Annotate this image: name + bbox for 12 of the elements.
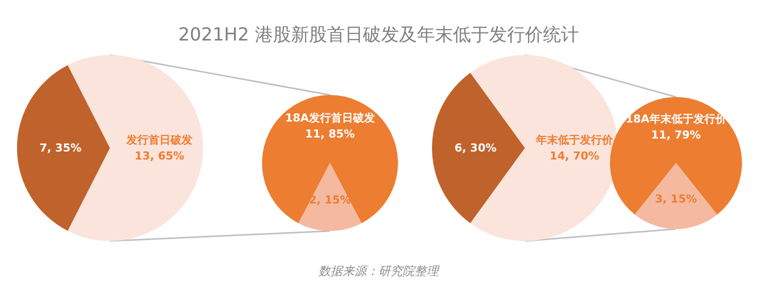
data-label: 7, 35% (40, 142, 82, 154)
slice-label: 年末低于发行价 (535, 134, 614, 146)
text: 2021H2 港股新股首日破发及年末低于发行价统计 (178, 24, 579, 46)
data-label: 3, 15% (655, 192, 697, 206)
data-label: 14, 70% (550, 150, 600, 162)
slice-label: 18A发行首日破发 (285, 112, 375, 124)
source-note: 数据来源：研究院整理 (318, 264, 440, 278)
slice-label: 发行首日破发 (126, 134, 192, 146)
data-label: 6, 30% (454, 142, 496, 154)
data-label: 13, 65% (134, 150, 184, 162)
data-label: 11, 85% (305, 128, 355, 140)
data-label: 11, 79% (651, 128, 701, 142)
